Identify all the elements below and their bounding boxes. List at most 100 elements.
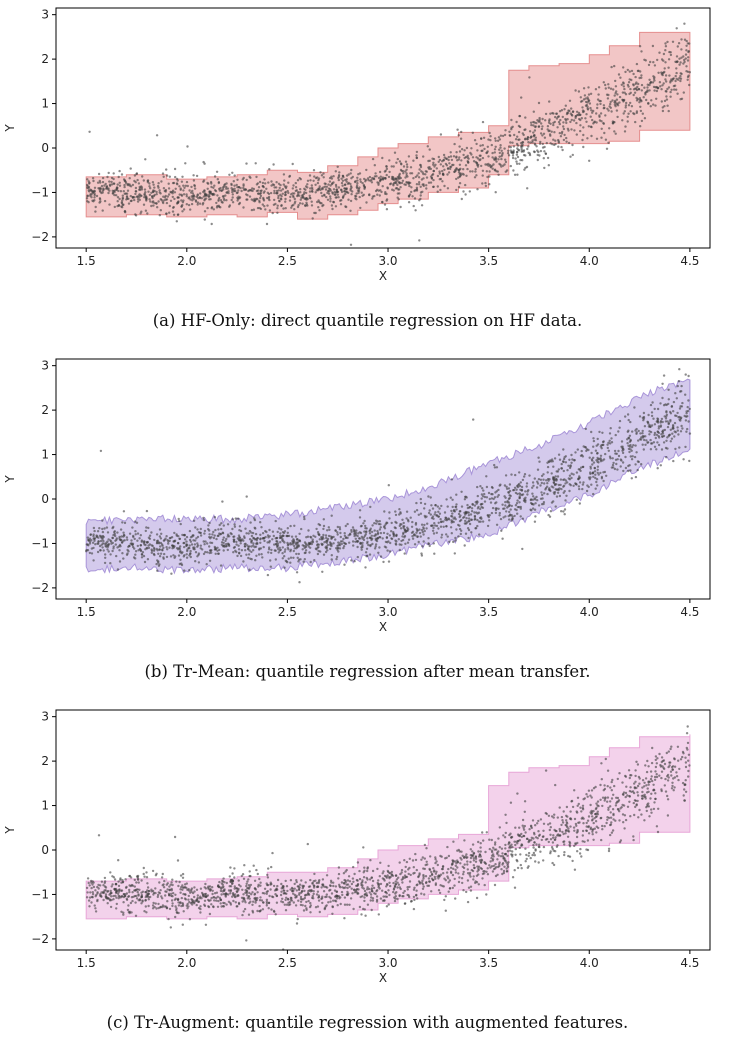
scatter-point <box>259 534 261 536</box>
scatter-point <box>328 526 330 528</box>
scatter-point <box>550 510 552 512</box>
scatter-point <box>534 477 536 479</box>
y-axis-title: Y <box>3 124 17 133</box>
scatter-point <box>423 885 425 887</box>
scatter-point <box>440 163 442 165</box>
scatter-point <box>254 880 256 882</box>
scatter-point <box>545 113 547 115</box>
scatter-point <box>508 498 510 500</box>
scatter-point <box>145 210 147 212</box>
scatter-point <box>236 191 238 193</box>
scatter-point <box>237 537 239 539</box>
scatter-point <box>100 540 102 542</box>
scatter-point <box>329 541 331 543</box>
scatter-point <box>122 204 124 206</box>
scatter-point <box>352 908 354 910</box>
scatter-point <box>212 193 214 195</box>
scatter-point <box>480 518 482 520</box>
scatter-point <box>143 540 145 542</box>
scatter-point <box>422 533 424 535</box>
scatter-point <box>158 548 160 550</box>
scatter-point <box>122 557 124 559</box>
scatter-point <box>317 188 319 190</box>
scatter-point <box>259 896 261 898</box>
scatter-point <box>514 174 516 176</box>
scatter-point <box>504 497 506 499</box>
scatter-point <box>562 510 564 512</box>
scatter-point <box>222 545 224 547</box>
scatter-point <box>628 419 630 421</box>
scatter-point <box>657 467 659 469</box>
scatter-point <box>495 191 497 193</box>
scatter-point <box>86 178 88 180</box>
scatter-point <box>514 869 516 871</box>
scatter-point <box>570 107 572 109</box>
scatter-point <box>355 538 357 540</box>
scatter-point <box>438 507 440 509</box>
scatter-point <box>558 454 560 456</box>
scatter-point <box>443 185 445 187</box>
scatter-point <box>568 459 570 461</box>
scatter-point <box>249 558 251 560</box>
scatter-point <box>173 198 175 200</box>
scatter-point <box>563 456 565 458</box>
scatter-point <box>657 430 659 432</box>
scatter-point <box>178 904 180 906</box>
scatter-point <box>134 174 136 176</box>
scatter-point <box>588 160 590 162</box>
scatter-point <box>579 130 581 132</box>
scatter-point <box>542 479 544 481</box>
scatter-point <box>321 195 323 197</box>
scatter-point <box>615 463 617 465</box>
scatter-point <box>215 900 217 902</box>
scatter-point <box>232 518 234 520</box>
scatter-point <box>634 76 636 78</box>
scatter-point <box>367 544 369 546</box>
scatter-point <box>506 867 508 869</box>
scatter-point <box>273 885 275 887</box>
scatter-point <box>318 209 320 211</box>
scatter-point <box>344 896 346 898</box>
scatter-point <box>535 496 537 498</box>
scatter-point <box>235 901 237 903</box>
scatter-point <box>661 435 663 437</box>
scatter-point <box>206 542 208 544</box>
scatter-point <box>597 98 599 100</box>
scatter-point <box>228 206 230 208</box>
scatter-point <box>599 784 601 786</box>
scatter-point <box>661 418 663 420</box>
scatter-point <box>617 808 619 810</box>
scatter-point <box>329 544 331 546</box>
scatter-point <box>317 553 319 555</box>
scatter-point <box>545 479 547 481</box>
scatter-point <box>534 498 536 500</box>
scatter-point <box>597 466 599 468</box>
scatter-point <box>590 135 592 137</box>
scatter-point <box>556 113 558 115</box>
scatter-point <box>129 533 131 535</box>
scatter-point <box>624 71 626 73</box>
scatter-point <box>243 537 245 539</box>
scatter-point <box>467 155 469 157</box>
scatter-point <box>232 201 234 203</box>
scatter-point <box>590 484 592 486</box>
scatter-point <box>317 546 319 548</box>
scatter-point <box>486 176 488 178</box>
scatter-point <box>270 549 272 551</box>
scatter-point <box>580 101 582 103</box>
scatter-point <box>212 531 214 533</box>
scatter-point <box>433 522 435 524</box>
scatter-point <box>687 79 689 81</box>
scatter-point <box>403 859 405 861</box>
scatter-point <box>173 540 175 542</box>
scatter-point <box>538 102 540 104</box>
scatter-point <box>194 560 196 562</box>
scatter-point <box>206 563 208 565</box>
scatter-point <box>416 151 418 153</box>
scatter-point <box>391 522 393 524</box>
scatter-point <box>191 203 193 205</box>
y-tick-label: 2 <box>41 403 49 417</box>
scatter-point <box>516 136 518 138</box>
scatter-point <box>400 169 402 171</box>
scatter-point <box>673 85 675 87</box>
